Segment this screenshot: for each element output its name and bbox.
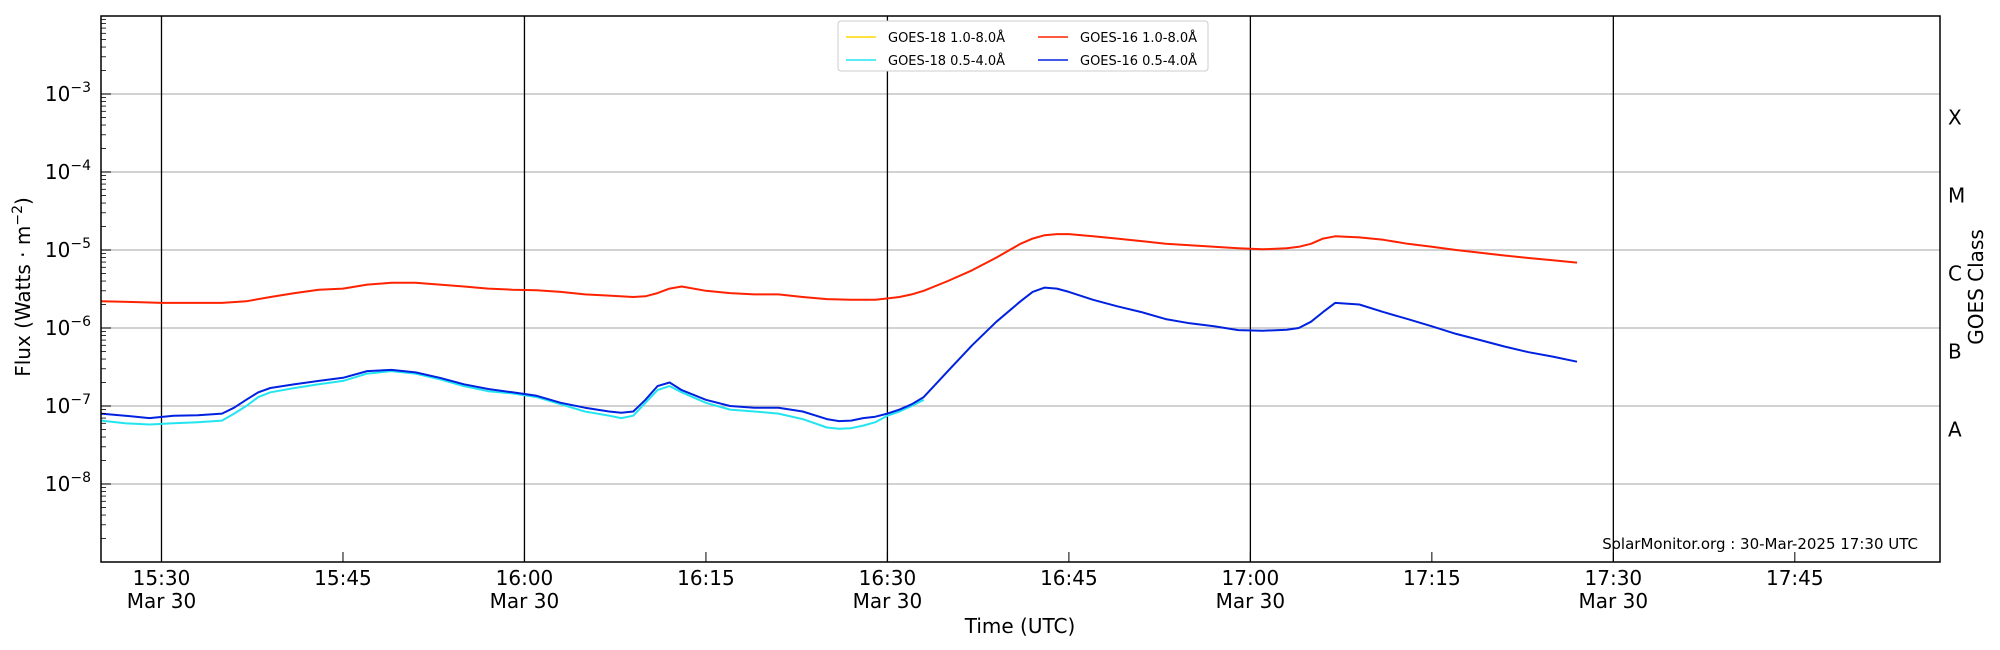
y-tick-label-base: 10 [45,82,70,106]
y-tick-label: 10−8 [45,470,91,496]
legend-box [837,20,1209,72]
series-line [100,233,1578,304]
grid-layer [101,93,1940,485]
y-axis-title-exponent: −2 [10,205,26,226]
y-axis-title: Flux (Watts · m−2) [10,197,35,377]
goes-class-label: X [1948,105,1962,129]
y-tick-label-exponent: −8 [70,470,91,486]
y-tick-label-base: 10 [45,238,70,262]
x-tick-label-time: 15:45 [314,566,372,590]
source-annotation: SolarMonitor.org : 30-Mar-2025 17:30 UTC [1602,535,1918,553]
y-tick-label: 10−7 [45,392,91,418]
plot-frame [100,15,1941,563]
x-tick-label-time: 17:30 [1585,566,1643,590]
y-tick-label-base: 10 [45,316,70,340]
x-tick-label-time: 16:30 [859,566,917,590]
goes-class-label: M [1948,183,1965,207]
legend-label: GOES-16 1.0-8.0Å [1080,30,1197,46]
x-tick-label-time: 15:30 [133,566,191,590]
y-axis-title-close: ) [11,197,35,205]
y-tick-label-exponent: −5 [70,236,91,252]
y-tick-label-exponent: −4 [70,158,91,174]
vertical-day-lines [160,16,1614,562]
y-tick-label-exponent: −7 [70,392,91,408]
y-tick-label-exponent: −6 [70,314,91,330]
y-tick-label-base: 10 [45,394,70,418]
x-tick-label-time: 17:00 [1222,566,1280,590]
goes-class-label: B [1948,339,1962,363]
x-axis-title: Time (UTC) [964,614,1076,638]
series-line [100,370,925,430]
y-tick-label: 10−6 [45,314,91,340]
x-tick-label-time: 16:45 [1040,566,1098,590]
x-tick-label-date: Mar 30 [1216,589,1286,613]
y-tick-label-base: 10 [45,160,70,184]
legend-label: GOES-16 0.5-4.0Å [1080,53,1197,69]
x-tick-label-date: Mar 30 [127,589,197,613]
goes-class-label: A [1948,417,1962,441]
series-layer [100,233,1578,430]
y-tick-label: 10−4 [45,158,91,184]
goes-class-axis-title: GOES Class [1964,229,1988,345]
y-axis-title-main: Flux (Watts · m [11,226,35,377]
series-line [100,286,1578,423]
y-tick-label: 10−5 [45,236,91,262]
y-tick-label: 10−3 [45,80,91,106]
x-tick-label-date: Mar 30 [853,589,923,613]
legend: GOES-18 1.0-8.0Å GOES-18 0.5-4.0Å GOES-16 … [837,20,1209,72]
y-tick-label-exponent: −3 [70,80,91,96]
legend-label: GOES-18 0.5-4.0Å [888,53,1005,69]
x-tick-label-time: 17:45 [1766,566,1824,590]
x-tick-label-date: Mar 30 [490,589,560,613]
legend-label: GOES-18 1.0-8.0Å [888,30,1005,46]
y-tick-label-base: 10 [45,472,70,496]
goes-class-label: C [1948,261,1962,285]
x-tick-label-time: 16:15 [677,566,735,590]
x-tick-label-time: 16:00 [496,566,554,590]
x-tick-label-time: 17:15 [1403,566,1461,590]
x-tick-label-date: Mar 30 [1579,589,1649,613]
